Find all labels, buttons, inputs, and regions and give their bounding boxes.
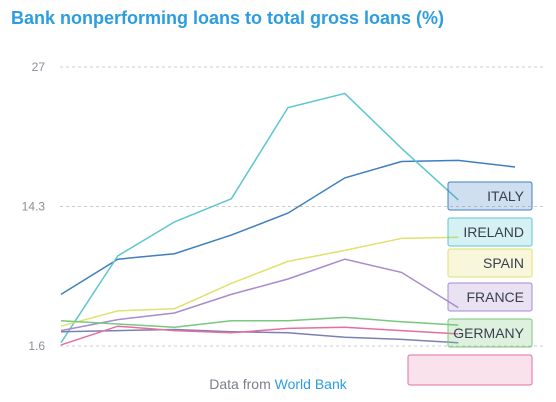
legend-item-france[interactable]: FRANCE — [447, 282, 533, 312]
legend-box — [447, 248, 533, 278]
legend-item-spain[interactable]: SPAIN — [447, 248, 533, 278]
series-line-4 — [60, 316, 459, 329]
series-lines — [60, 92, 516, 346]
legend-box — [447, 318, 533, 348]
source-link[interactable]: World Bank — [274, 376, 347, 392]
source-footer: Data from World Bank — [0, 376, 556, 392]
series-line-3 — [60, 258, 459, 332]
legend-item-ireland[interactable]: IRELAND — [447, 217, 533, 247]
y-tick-label: 14.3 — [22, 200, 46, 214]
legend-label: GERMANY — [453, 325, 524, 341]
legend: ITALY IRELAND SPAIN FRANCE GERMANY — [407, 181, 533, 386]
series-line-6 — [60, 325, 459, 346]
series-line-0 — [60, 159, 516, 296]
legend-box — [447, 181, 533, 211]
legend-box — [447, 282, 533, 312]
legend-label: ITALY — [487, 188, 524, 204]
y-axis-ticks: 1.6 14.3 27 — [22, 60, 46, 353]
legend-label: SPAIN — [483, 255, 524, 271]
source-prefix: Data from — [209, 376, 271, 392]
y-tick-label: 1.6 — [28, 339, 45, 353]
series-line-5 — [60, 328, 459, 344]
series-line-1 — [60, 92, 459, 344]
legend-box-partial — [407, 354, 533, 386]
legend-item-italy[interactable]: ITALY — [447, 181, 533, 211]
grid — [60, 66, 545, 347]
legend-label: FRANCE — [466, 289, 524, 305]
legend-item-germany[interactable]: GERMANY — [447, 318, 533, 348]
legend-box — [447, 217, 533, 247]
chart-title: Bank nonperforming loans to total gross … — [11, 8, 445, 28]
series-line-2 — [60, 236, 459, 327]
y-tick-label: 27 — [32, 60, 46, 74]
legend-label: IRELAND — [463, 224, 524, 240]
